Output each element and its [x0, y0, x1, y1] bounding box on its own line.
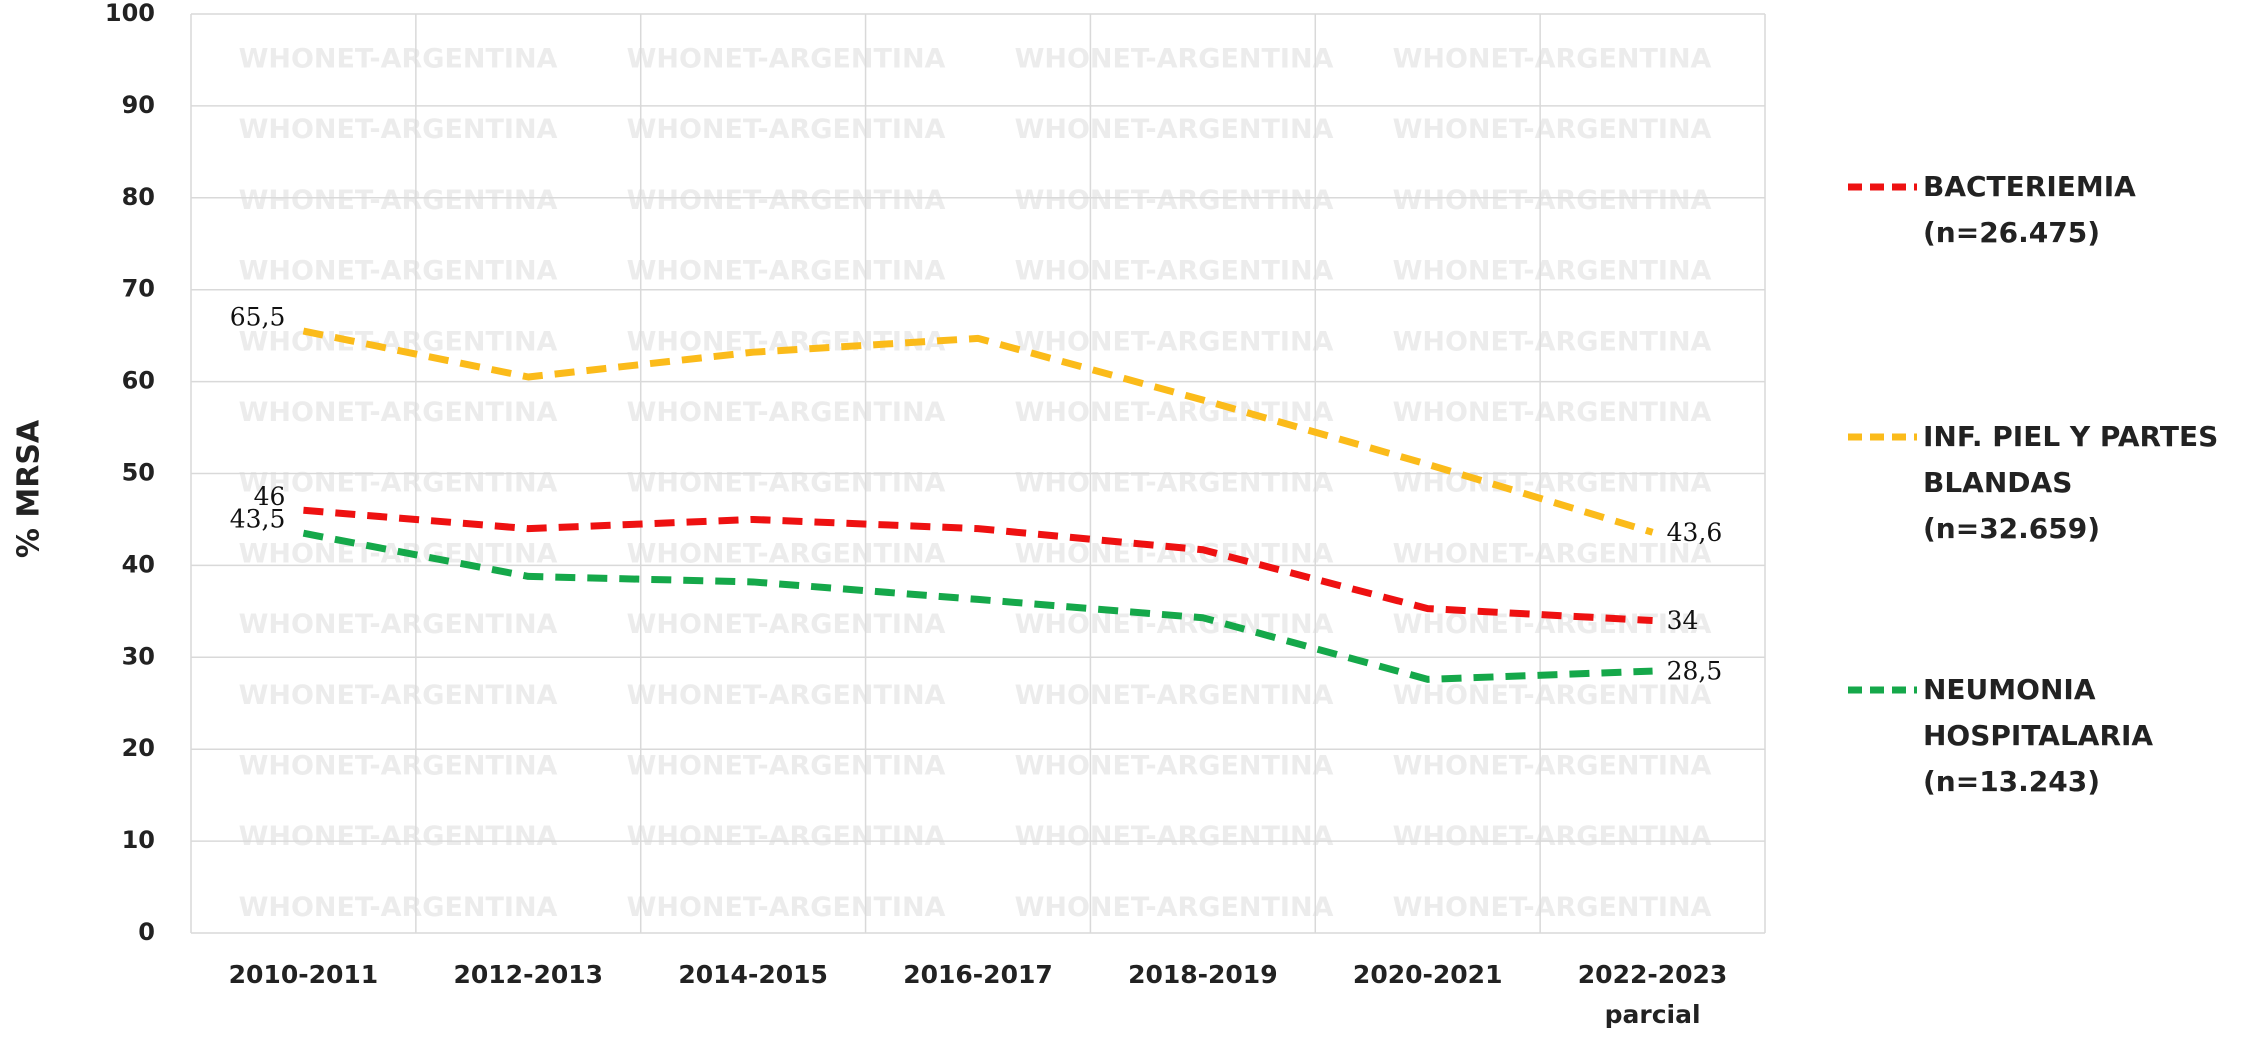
- watermark: WHONET-ARGENTINA: [1393, 538, 1712, 569]
- watermark: WHONET-ARGENTINA: [239, 185, 558, 216]
- watermark: WHONET-ARGENTINA: [627, 680, 946, 711]
- data-label: 65,5: [230, 303, 286, 332]
- x-tick-label: 2018-2019: [1128, 960, 1278, 989]
- watermark: WHONET-ARGENTINA: [1015, 680, 1334, 711]
- watermark: WHONET-ARGENTINA: [1393, 468, 1712, 499]
- x-tick-label: 2012-2013: [453, 960, 604, 989]
- watermark: WHONET-ARGENTINA: [627, 397, 946, 428]
- watermark: WHONET-ARGENTINA: [1015, 44, 1334, 75]
- y-tick-label: 80: [122, 183, 155, 211]
- watermark: WHONET-ARGENTINA: [1015, 468, 1334, 499]
- watermark: WHONET-ARGENTINA: [239, 397, 558, 428]
- watermark: WHONET-ARGENTINA: [1015, 185, 1334, 216]
- watermark: WHONET-ARGENTINA: [239, 751, 558, 782]
- watermark: WHONET-ARGENTINA: [627, 609, 946, 640]
- watermark: WHONET-ARGENTINA: [239, 609, 558, 640]
- data-label: 28,5: [1667, 657, 1723, 686]
- watermark: WHONET-ARGENTINA: [1393, 821, 1712, 852]
- y-tick-label: 30: [122, 642, 155, 670]
- data-label: 43,6: [1667, 518, 1723, 547]
- watermark: WHONET-ARGENTINA: [1015, 892, 1334, 923]
- y-tick-label: 100: [105, 0, 155, 27]
- y-tick-label: 90: [122, 91, 155, 119]
- watermark: WHONET-ARGENTINA: [239, 44, 558, 75]
- watermark: WHONET-ARGENTINA: [627, 468, 946, 499]
- y-tick-label: 70: [122, 275, 155, 303]
- watermark: WHONET-ARGENTINA: [239, 114, 558, 145]
- x-tick-label: 2020-2021: [1352, 960, 1503, 989]
- data-label: 43,5: [230, 505, 286, 534]
- watermark: WHONET-ARGENTINA: [239, 256, 558, 287]
- watermark: WHONET-ARGENTINA: [1393, 256, 1712, 287]
- watermark: WHONET-ARGENTINA: [627, 44, 946, 75]
- x-tick-label: 2022-2023 parcial: [1577, 960, 1728, 1029]
- y-tick-label: 40: [122, 550, 155, 578]
- watermark: WHONET-ARGENTINA: [627, 185, 946, 216]
- watermark: WHONET-ARGENTINA: [1393, 892, 1712, 923]
- line: [302, 327, 1654, 536]
- legend-label: INF. PIEL Y PARTES BLANDAS (n=32.659): [1923, 420, 2219, 545]
- watermark: WHONET-ARGENTINA: [1015, 821, 1334, 852]
- watermark: WHONET-ARGENTINA: [1393, 397, 1712, 428]
- watermark: WHONET-ARGENTINA: [1015, 326, 1334, 357]
- watermark: WHONET-ARGENTINA: [1015, 114, 1334, 145]
- watermark: WHONET-ARGENTINA: [627, 821, 946, 852]
- data-label: 46: [254, 482, 286, 511]
- legend-label: BACTERIEMIA (n=26.475): [1923, 170, 2136, 249]
- legend-label: NEUMONIA HOSPITALARIA (n=13.243): [1923, 673, 2154, 798]
- watermark: WHONET-ARGENTINA: [1015, 256, 1334, 287]
- line: [303, 506, 1653, 625]
- watermark: WHONET-ARGENTINA: [239, 468, 558, 499]
- watermark: WHONET-ARGENTINA: [627, 256, 946, 287]
- x-tick-label: 2016-2017: [903, 960, 1053, 989]
- watermark: WHONET-ARGENTINA: [239, 821, 558, 852]
- watermark: WHONET-ARGENTINA: [1393, 185, 1712, 216]
- y-tick-label: 10: [122, 826, 155, 854]
- watermark: WHONET-ARGENTINA: [1393, 680, 1712, 711]
- watermark: WHONET-ARGENTINA: [239, 680, 558, 711]
- data-label: 34: [1667, 606, 1699, 635]
- watermark: WHONET-ARGENTINA: [1015, 751, 1334, 782]
- watermark: WHONET-ARGENTINA: [1393, 44, 1712, 75]
- watermark: WHONET-ARGENTINA: [1393, 751, 1712, 782]
- y-tick-label: 60: [122, 367, 155, 395]
- watermark: WHONET-ARGENTINA: [627, 538, 946, 569]
- watermark: WHONET-ARGENTINA: [627, 751, 946, 782]
- y-tick-label: 0: [138, 918, 155, 946]
- x-tick-label: 2014-2015: [678, 960, 828, 989]
- watermark: WHONET-ARGENTINA: [627, 892, 946, 923]
- x-tick-label: 2010-2011: [228, 960, 379, 989]
- watermark: WHONET-ARGENTINA: [239, 892, 558, 923]
- watermark: WHONET-ARGENTINA: [1393, 326, 1712, 357]
- watermark: WHONET-ARGENTINA: [1393, 114, 1712, 145]
- line: [302, 529, 1653, 683]
- y-tick-label: 20: [122, 734, 155, 762]
- y-tick-label: 50: [122, 459, 155, 487]
- y-axis-label: % MRSA: [12, 419, 47, 558]
- watermark: WHONET-ARGENTINA: [627, 114, 946, 145]
